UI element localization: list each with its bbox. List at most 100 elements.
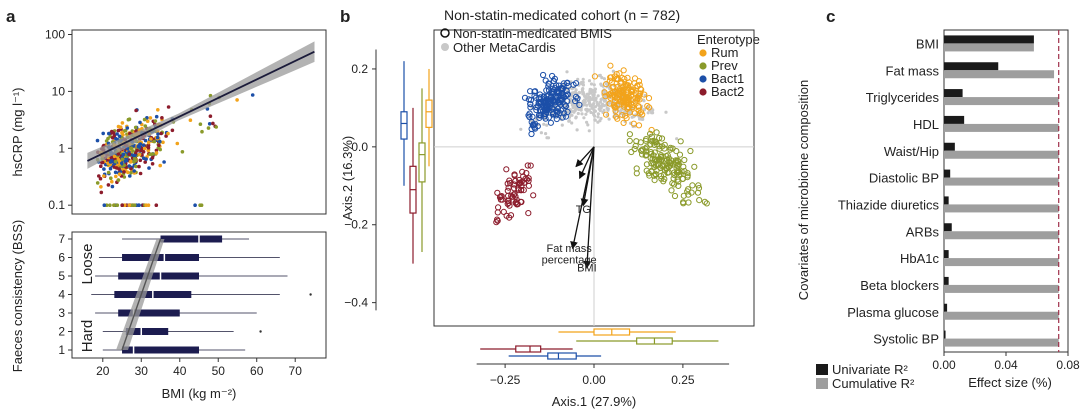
a-top-point (125, 126, 130, 130)
b-point-bact2 (504, 187, 511, 194)
b-arrow (583, 146, 595, 269)
a-top-point (143, 124, 148, 128)
b-point-bact2 (524, 162, 531, 169)
a-top-point (207, 122, 212, 126)
b-point-other (602, 99, 607, 103)
b-point-other (542, 122, 546, 126)
a-top-point (137, 145, 142, 149)
b-point-bact1 (526, 113, 533, 121)
b-point-rum (638, 86, 645, 93)
a-top-point (199, 203, 204, 207)
a-top-point (143, 160, 147, 164)
panel-a-bottom-ylabel: Faeces consistency (BSS) (10, 220, 25, 372)
b-legend-marker (699, 62, 707, 70)
b-point-bact2 (513, 201, 521, 208)
a-top-point (97, 174, 101, 178)
a-top-point (150, 162, 155, 166)
a-top-point (164, 134, 168, 138)
b-point-other (544, 132, 548, 136)
b-point-prev (674, 157, 681, 164)
b-point-bact1 (532, 94, 540, 101)
c-legend-label: Univariate R² (832, 362, 909, 377)
b-point-rum (621, 103, 628, 110)
a-top-point (116, 128, 121, 133)
b-point-prev (679, 175, 687, 182)
a-top-point (108, 160, 113, 164)
panel-label-b: b (340, 7, 350, 26)
b-point-rum (601, 89, 608, 96)
c-bar-univariate (944, 62, 999, 71)
b-point-other (587, 79, 592, 83)
a-top-point (138, 120, 142, 125)
panel-a-scatter: 100 10 1 0.1 hsCRP (mg l⁻¹) (10, 28, 327, 215)
a-bot-box (122, 254, 199, 261)
panel-b-ylabel: Axis.2 (16.3%) (340, 136, 355, 221)
b-point-bact2 (494, 209, 501, 216)
b-point-prev (651, 138, 658, 145)
a-top-point (166, 131, 170, 136)
c-category-label: Plasma glucose (847, 305, 939, 320)
a-top-point (146, 148, 150, 153)
b-point-bact1 (564, 91, 572, 98)
a-bot-box (118, 309, 180, 317)
b-point-bact1 (530, 121, 537, 128)
b-point-other (604, 95, 608, 99)
b-point-other (594, 98, 598, 102)
b-point-bact2 (530, 192, 537, 199)
b-point-rum (622, 112, 629, 119)
a-top-point (129, 146, 134, 150)
a-top-point (160, 116, 164, 120)
b-point-other (590, 103, 594, 107)
b-point-prev (638, 147, 645, 154)
b-point-other (604, 82, 608, 86)
b-point-rum (635, 103, 642, 110)
a-bot-ytick-label: 5 (58, 269, 65, 283)
a-bot-ytick-label: 6 (58, 251, 65, 265)
a-top-point (141, 149, 146, 154)
panel-a-bottom-fit (116, 238, 165, 351)
b-point-other (574, 115, 578, 119)
c-bar-cumulative (944, 70, 1055, 79)
b-point-bact2 (525, 210, 532, 217)
b-point-prev (667, 160, 674, 167)
b-point-bact2 (496, 194, 504, 201)
b-legend-marker (699, 75, 707, 83)
b-legend-marker (699, 88, 707, 96)
c-category-label: Triglycerides (866, 90, 940, 105)
a-top-point (127, 203, 132, 207)
a-top-point (113, 170, 118, 175)
b-point-other (589, 82, 594, 86)
a-top-point (143, 138, 148, 143)
b-point-bact2 (494, 216, 501, 223)
b-point-bact1 (521, 94, 529, 101)
b-point-other (592, 94, 596, 98)
b-point-prev (667, 144, 674, 151)
b-point-rum (613, 113, 620, 120)
b-point-other (584, 95, 588, 99)
panel-label-a: a (6, 7, 16, 26)
b-point-rum (613, 75, 621, 82)
b-ytick-label: −0.4 (344, 296, 368, 310)
b-point-prev (657, 172, 665, 180)
a-top-point (127, 152, 132, 156)
b-point-bact2 (525, 175, 532, 182)
c-bar-cumulative (944, 97, 1059, 106)
panel-a-top-frame (71, 29, 327, 215)
b-point-rum (613, 71, 620, 78)
b-point-prev (637, 139, 644, 146)
b-point-bact1 (572, 93, 580, 100)
b-point-rum (632, 89, 639, 97)
a-top-point (152, 139, 157, 144)
b-point-prev (648, 150, 655, 157)
c-category-label: Fat mass (886, 63, 940, 78)
b-point-bact1 (547, 119, 555, 126)
b-point-other (596, 115, 600, 119)
a-top-point (114, 174, 118, 179)
a-top-point (154, 203, 159, 207)
b-point-rum (636, 110, 643, 117)
b-point-bact2 (506, 202, 513, 209)
a-top-point (115, 203, 120, 207)
a-top-point (108, 203, 112, 207)
b-point-other (566, 110, 571, 114)
b-arrow (578, 146, 595, 180)
